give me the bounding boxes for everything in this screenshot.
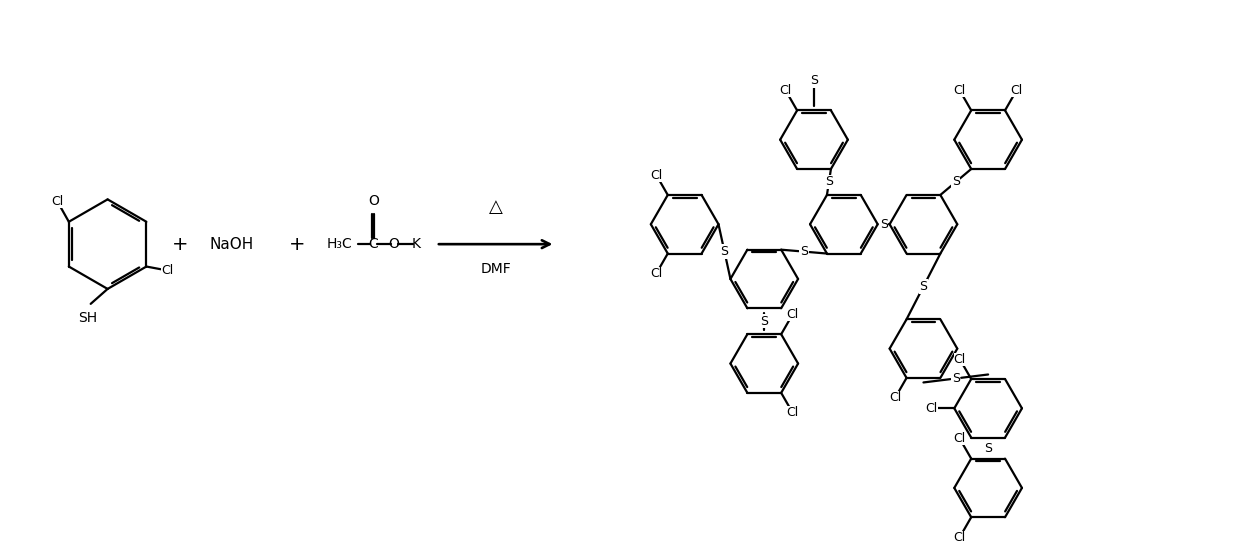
Text: NaOH: NaOH [210,237,254,251]
Text: S: S [825,176,833,188]
Text: △: △ [489,198,502,216]
Text: S: S [800,245,808,258]
Text: Cl: Cl [780,84,792,97]
Text: Cl: Cl [650,267,662,280]
Text: S: S [879,218,888,231]
Text: O: O [368,194,378,208]
Text: Cl: Cl [954,84,966,97]
Text: Cl: Cl [889,391,901,404]
Text: Cl: Cl [954,432,966,445]
Text: SH: SH [78,311,97,325]
Text: S: S [720,245,728,258]
Text: Cl: Cl [51,195,63,208]
Text: K: K [412,237,420,251]
Text: Cl: Cl [925,402,937,415]
Text: DMF: DMF [480,262,511,276]
Text: H₃C: H₃C [326,237,352,251]
Text: C: C [368,237,378,251]
Text: S: S [985,441,992,455]
Text: S: S [810,75,818,87]
Text: S: S [952,372,960,385]
Text: Cl: Cl [954,530,966,544]
Text: +: + [172,234,188,254]
Text: Cl: Cl [161,264,174,277]
Text: Cl: Cl [1011,84,1023,97]
Text: Cl: Cl [786,406,799,419]
Text: Cl: Cl [650,169,662,182]
Text: +: + [289,234,305,254]
Text: O: O [388,237,399,251]
Text: S: S [760,315,769,328]
Text: Cl: Cl [786,308,799,321]
Text: Cl: Cl [954,352,966,366]
Text: S: S [919,280,928,293]
Text: S: S [952,176,960,188]
